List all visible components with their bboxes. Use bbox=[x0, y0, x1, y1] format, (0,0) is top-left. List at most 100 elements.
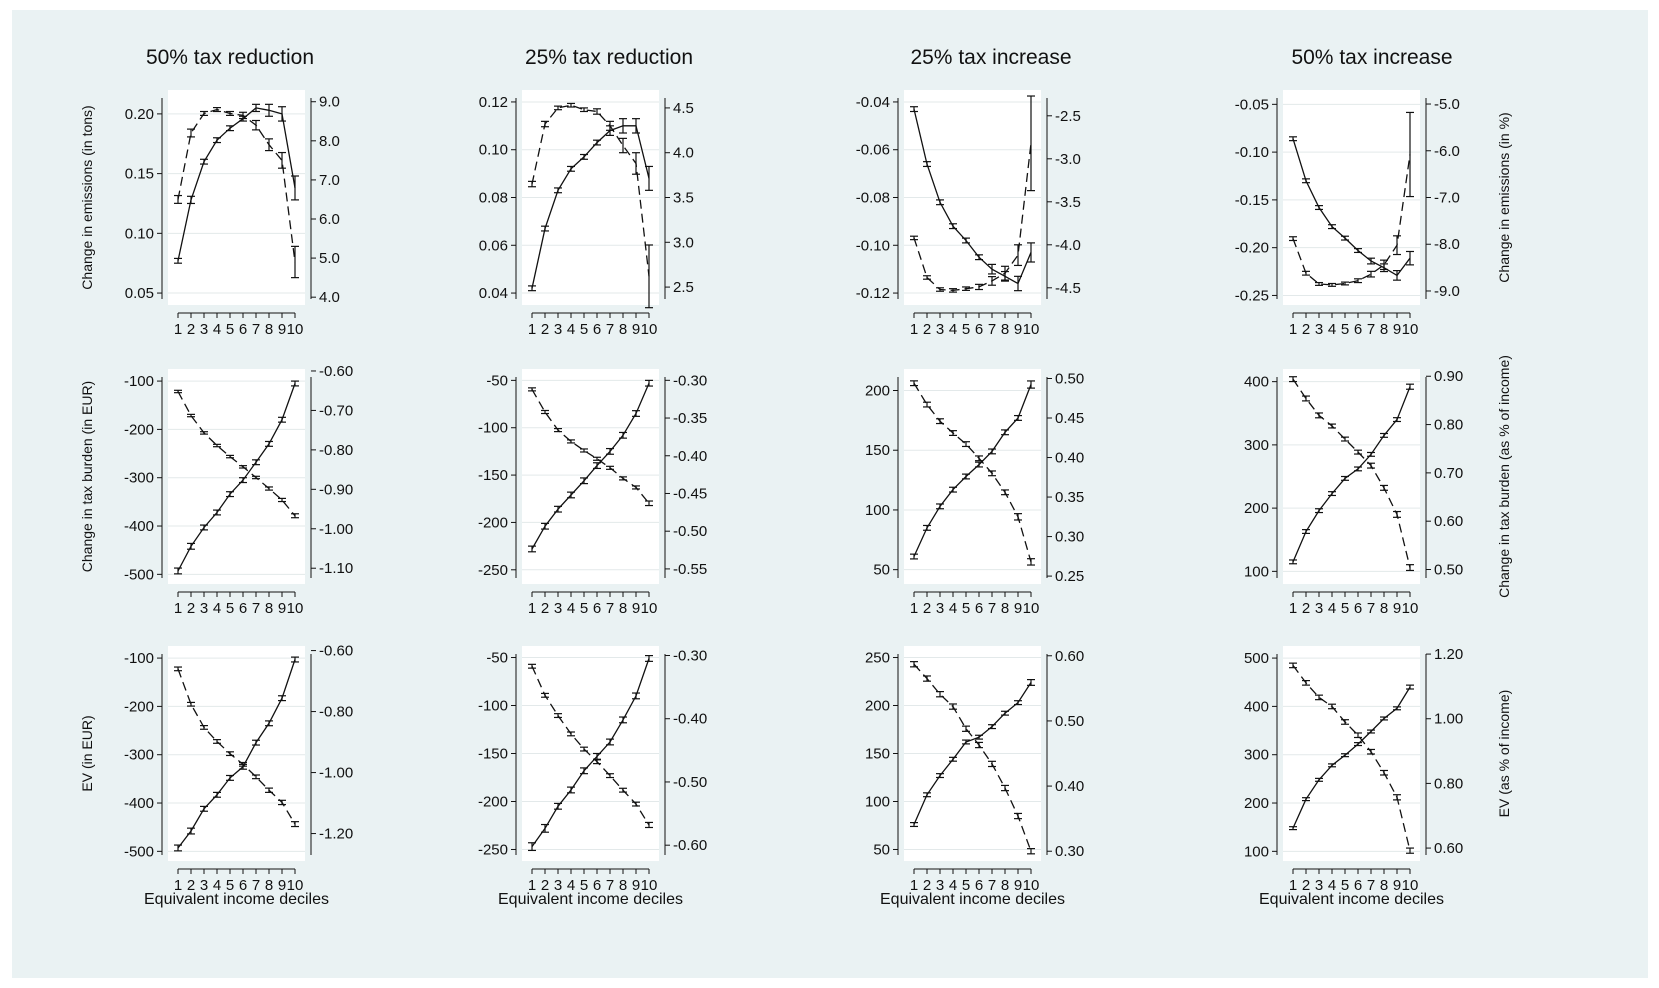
dashed-series-line bbox=[1292, 378, 1411, 568]
x-tick-label: 10 bbox=[287, 321, 304, 338]
right-tick-label: -3.5 bbox=[1055, 194, 1081, 211]
right-tick-label: 5.0 bbox=[319, 250, 340, 267]
left-tick-label: -50 bbox=[486, 372, 508, 389]
left-tick-label: 100 bbox=[865, 502, 890, 519]
x-tick-label: 6 bbox=[1354, 600, 1362, 617]
x-tick-label: 1 bbox=[174, 877, 182, 894]
x-tick-label: 9 bbox=[1393, 600, 1401, 617]
left-tick-label: 100 bbox=[1244, 563, 1269, 580]
right-tick-label: 0.30 bbox=[1055, 529, 1084, 546]
left-tick-label: -0.15 bbox=[1235, 192, 1269, 209]
left-tick-label: -0.12 bbox=[856, 285, 890, 302]
x-tick-label: 8 bbox=[1001, 877, 1009, 894]
left-tick-label: 100 bbox=[865, 793, 890, 810]
solid-series-line bbox=[531, 382, 650, 550]
x-tick-label: 9 bbox=[632, 321, 640, 338]
x-tick-label: 9 bbox=[632, 600, 640, 617]
left-tick-label: -200 bbox=[478, 793, 508, 810]
right-tick-label: 3.5 bbox=[673, 190, 694, 207]
x-tick-label: 6 bbox=[239, 600, 247, 617]
x-tick-label: 6 bbox=[593, 877, 601, 894]
x-tick-label: 5 bbox=[1341, 877, 1349, 894]
x-tick-label: 8 bbox=[265, 600, 273, 617]
right-tick-label: -0.80 bbox=[319, 442, 353, 459]
right-tick-label: 0.60 bbox=[1434, 513, 1463, 530]
x-tick-label: 9 bbox=[1393, 877, 1401, 894]
x-tick-label: 7 bbox=[252, 321, 260, 338]
x-tick-label: 2 bbox=[1302, 600, 1310, 617]
left-tick-label: -300 bbox=[124, 470, 154, 487]
x-tick-label: 7 bbox=[252, 877, 260, 894]
left-tick-label: 0.10 bbox=[479, 142, 508, 159]
right-tick-label: 8.0 bbox=[319, 133, 340, 150]
x-tick-label: 1 bbox=[910, 877, 918, 894]
x-tick-label: 1 bbox=[174, 321, 182, 338]
x-tick-label: 5 bbox=[580, 321, 588, 338]
x-axis-title: Equivalent income deciles bbox=[498, 891, 683, 908]
right-tick-label: -0.80 bbox=[319, 704, 353, 721]
left-tick-label: 50 bbox=[873, 841, 890, 858]
x-tick-label: 7 bbox=[1367, 321, 1375, 338]
x-tick-label: 6 bbox=[239, 877, 247, 894]
column-title: 25% tax increase bbox=[910, 46, 1071, 69]
left-tick-label: 0.06 bbox=[479, 237, 508, 254]
x-tick-label: 7 bbox=[988, 877, 996, 894]
x-tick-label: 1 bbox=[1289, 600, 1297, 617]
x-tick-label: 4 bbox=[1328, 877, 1336, 894]
x-tick-label: 4 bbox=[949, 600, 957, 617]
x-tick-label: 9 bbox=[632, 877, 640, 894]
right-tick-label: -2.5 bbox=[1055, 108, 1081, 125]
x-tick-label: 2 bbox=[541, 600, 549, 617]
right-tick-label: 2.5 bbox=[673, 279, 694, 296]
left-tick-label: 150 bbox=[865, 442, 890, 459]
left-axis-title: Change in emissions (in tons) bbox=[79, 105, 95, 289]
dashed-series-line bbox=[913, 382, 1032, 563]
right-tick-label: 0.60 bbox=[1434, 840, 1463, 857]
solid-series-line bbox=[913, 682, 1032, 825]
x-tick-label: 3 bbox=[936, 877, 944, 894]
plot-area bbox=[168, 90, 305, 305]
x-tick-label: 2 bbox=[187, 600, 195, 617]
right-tick-label: 0.90 bbox=[1434, 368, 1463, 385]
x-tick-label: 8 bbox=[1380, 600, 1388, 617]
x-tick-label: 8 bbox=[1380, 877, 1388, 894]
right-tick-label: 0.45 bbox=[1055, 410, 1084, 427]
left-tick-label: 0.10 bbox=[125, 225, 154, 242]
x-tick-label: 9 bbox=[278, 600, 286, 617]
solid-series-line bbox=[177, 659, 296, 849]
x-tick-label: 1 bbox=[174, 600, 182, 617]
x-tick-label: 3 bbox=[200, 321, 208, 338]
x-tick-label: 8 bbox=[1001, 321, 1009, 338]
left-tick-label: -150 bbox=[478, 746, 508, 763]
left-tick-label: 200 bbox=[865, 383, 890, 400]
left-tick-label: 400 bbox=[1244, 698, 1269, 715]
x-tick-label: 3 bbox=[1315, 600, 1323, 617]
x-tick-label: 6 bbox=[975, 600, 983, 617]
left-tick-label: 250 bbox=[865, 650, 890, 667]
right-tick-label: 6.0 bbox=[319, 211, 340, 228]
right-tick-label: -0.70 bbox=[319, 402, 353, 419]
right-tick-label: -1.00 bbox=[319, 765, 353, 782]
x-tick-label: 10 bbox=[287, 600, 304, 617]
left-tick-label: 0.20 bbox=[125, 106, 154, 123]
x-tick-label: 4 bbox=[213, 877, 221, 894]
x-tick-label: 5 bbox=[226, 600, 234, 617]
dashed-series-line bbox=[177, 668, 296, 825]
x-tick-label: 8 bbox=[1380, 321, 1388, 338]
x-tick-label: 3 bbox=[554, 321, 562, 338]
left-tick-label: -150 bbox=[478, 467, 508, 484]
x-tick-label: 9 bbox=[1014, 600, 1022, 617]
right-tick-label: -6.0 bbox=[1434, 143, 1460, 160]
dashed-series-line bbox=[913, 663, 1032, 852]
x-tick-label: 10 bbox=[287, 877, 304, 894]
left-tick-label: 200 bbox=[865, 698, 890, 715]
x-tick-label: 4 bbox=[949, 321, 957, 338]
x-tick-label: 1 bbox=[528, 321, 536, 338]
left-axis-title: EV (in EUR) bbox=[79, 715, 95, 791]
right-tick-label: 4.0 bbox=[319, 289, 340, 306]
right-tick-label: 0.50 bbox=[1055, 713, 1084, 730]
x-tick-label: 2 bbox=[923, 321, 931, 338]
left-tick-label: 0.04 bbox=[479, 285, 508, 302]
left-tick-label: -300 bbox=[124, 747, 154, 764]
right-tick-label: 0.80 bbox=[1434, 775, 1463, 792]
